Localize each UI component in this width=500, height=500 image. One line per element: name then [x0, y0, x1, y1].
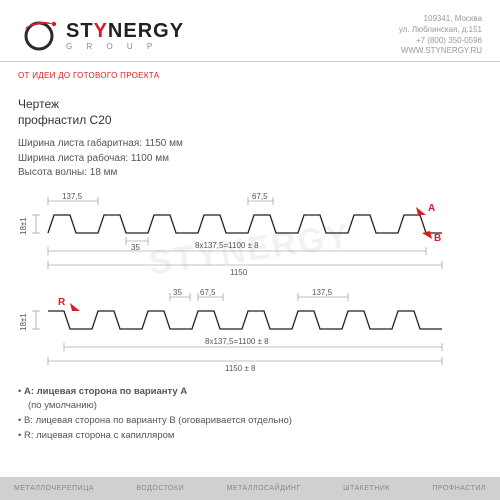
drawing-subtitle: профнастил С20 — [18, 113, 482, 127]
contact-block: 109341, Москва ул. Люблинская, д.151 +7 … — [399, 14, 482, 57]
logo: STYNERGY G R O U P — [18, 14, 184, 57]
dim-working-b: 8x137,5=1100 ± 8 — [205, 337, 269, 346]
logo-icon — [18, 15, 60, 57]
footer-i4: ШТАКЕТНИК — [343, 485, 390, 492]
dim-overall: 1150 — [230, 268, 248, 277]
dim-height-b: 18±1 — [19, 312, 28, 330]
footer-i5: ПРОФНАСТИЛ — [432, 485, 486, 492]
note-a: • А: лицевая сторона по варианту А — [18, 385, 482, 400]
brand-group: G R O U P — [66, 42, 184, 51]
spec-1: Ширина листа габаритная: 1150 мм — [18, 137, 482, 152]
dim-height: 18±1 — [19, 216, 28, 234]
dim-small-b: 35 — [173, 289, 182, 297]
content: Чертеж профнастил С20 Ширина листа габар… — [0, 89, 500, 443]
spec-2: Ширина листа рабочая: 1100 мм — [18, 152, 482, 167]
tagline: ОТ ИДЕИ ДО ГОТОВОГО ПРОЕКТА — [18, 71, 159, 80]
spec-3: Высота волны: 18 мм — [18, 166, 482, 181]
brand-name: STYNERGY — [66, 20, 184, 43]
specs: Ширина листа габаритная: 1150 мм Ширина … — [18, 137, 482, 181]
dim-gap-small: 35 — [131, 243, 140, 252]
note-a2: (по умолчанию) — [18, 399, 482, 414]
dim-pitch: 137,5 — [62, 193, 83, 201]
note-b: • В: лицевая сторона по варианту В (огов… — [18, 414, 482, 429]
arrow-b-label: B — [434, 233, 441, 244]
dim-pitch-b: 137,5 — [312, 289, 333, 297]
arrow-r-label: R — [58, 297, 66, 308]
profile-diagram-bottom: 137,5 35 67,5 18±1 R 8x137,5=1 — [18, 289, 482, 379]
note-r: • R: лицевая сторона с капилляром — [18, 429, 482, 444]
contact-phone: +7 (800) 350-0596 — [399, 36, 482, 47]
contact-address1: 109341, Москва — [399, 14, 482, 25]
header: STYNERGY G R O U P 109341, Москва ул. Лю… — [0, 0, 500, 62]
notes: • А: лицевая сторона по варианту А (по у… — [18, 385, 482, 444]
contact-site: WWW.STYNERGY.RU — [399, 46, 482, 57]
tagline-row: ОТ ИДЕИ ДО ГОТОВОГО ПРОЕКТА — [0, 62, 500, 89]
footer-i2: ВОДОСТОКИ — [136, 485, 184, 492]
arrow-a-label: A — [428, 203, 435, 214]
drawing-title: Чертеж — [18, 97, 482, 111]
footer-i1: МЕТАЛЛОЧЕРЕПИЦА — [14, 485, 94, 492]
profile-diagram-top: 137,5 67,5 18±1 35 A B — [18, 193, 482, 283]
footer-i3: МЕТАЛЛОСАЙДИНГ — [227, 485, 301, 492]
dim-gaptop-b: 67,5 — [200, 289, 216, 297]
dim-overall-b: 1150 ± 8 — [225, 364, 256, 373]
contact-address2: ул. Люблинская, д.151 — [399, 25, 482, 36]
dim-working: 8x137,5=1100 ± 8 — [195, 241, 259, 250]
dim-gap-top: 67,5 — [252, 193, 268, 201]
footer: МЕТАЛЛОЧЕРЕПИЦА ВОДОСТОКИ МЕТАЛЛОСАЙДИНГ… — [0, 477, 500, 500]
